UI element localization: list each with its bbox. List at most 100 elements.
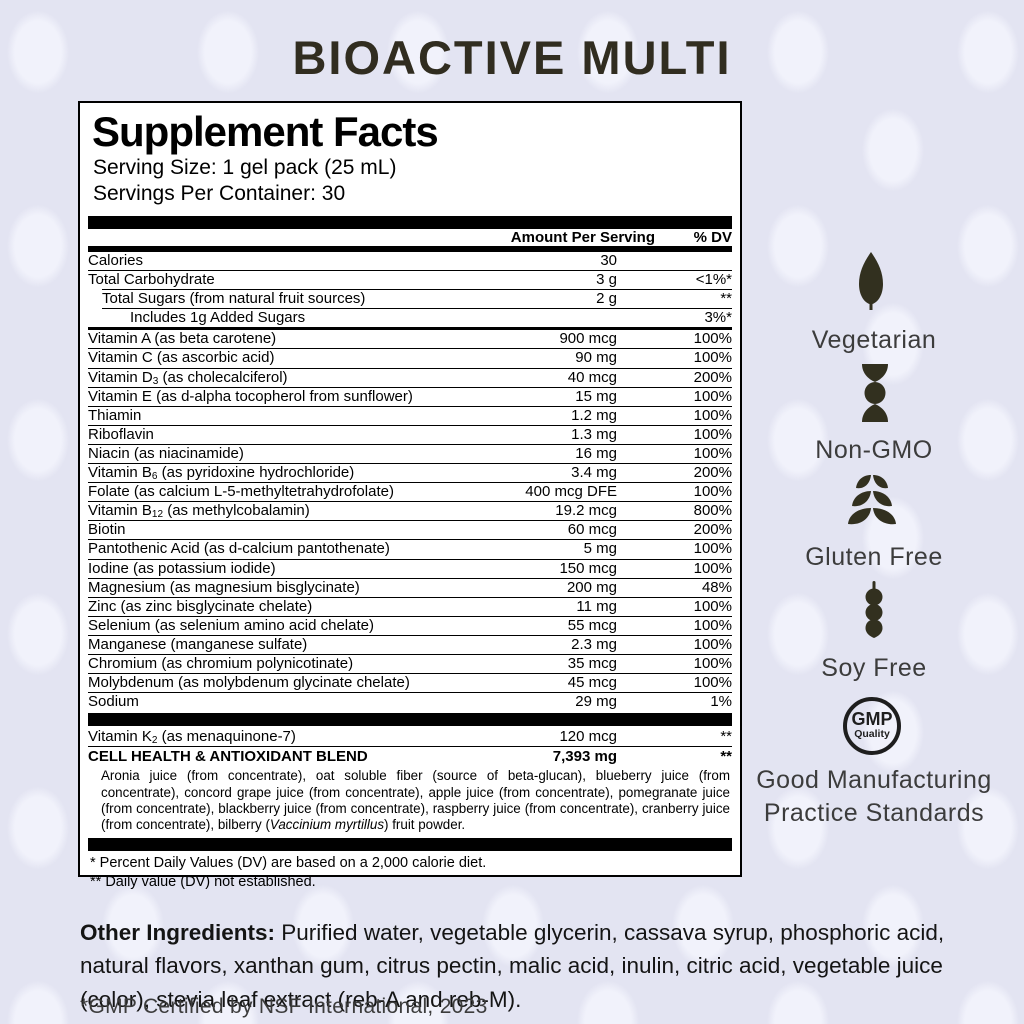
nutrient-dv: 200% (693, 464, 732, 482)
nutrient-row: CELL HEALTH & ANTIOXIDANT BLEND 7,393 mg *… (88, 746, 732, 767)
leaf-icon (859, 252, 883, 310)
footnote-daily-values: * Percent Daily Values (DV) are based on… (90, 854, 487, 871)
nutrient-amount: 1.2 mg (571, 406, 617, 424)
nutrient-dv: 100% (693, 483, 732, 501)
nutrient-row: Vitamin E (as d-alpha tocopherol from su… (88, 386, 732, 406)
nutrient-name: Vitamin K2 (as menaquinone-7) (88, 728, 296, 747)
section-divider-bar (88, 713, 732, 727)
nutrient-row: Iodine (as potassium iodide) 150 mcg 100% (88, 558, 732, 578)
nutrient-amount: 2.3 mg (571, 635, 617, 653)
divider-bar-footnotes (88, 837, 732, 851)
nutrient-amount: 45 mcg (567, 674, 617, 692)
nutrient-dv: 100% (693, 330, 732, 348)
blend-description: Aronia juice (from concentrate), oat sol… (101, 768, 730, 833)
nutrient-name: Zinc (as zinc bisglycinate chelate) (88, 597, 313, 615)
nutrient-dv: 1% (710, 693, 732, 711)
nutrient-amount: 55 mcg (567, 616, 617, 634)
nutrient-dv: 200% (693, 521, 732, 539)
nutrient-dv: 100% (693, 616, 732, 634)
nutrient-amount: 11 mg (576, 597, 617, 615)
nutrient-amount: 16 mg (575, 444, 617, 462)
nutrient-row: Manganese (manganese sulfate) 2.3 mg 100% (88, 634, 732, 654)
nutrient-name: Vitamin B12 (as methylcobalamin) (88, 502, 310, 521)
divider-bar-header (88, 246, 732, 252)
nutrient-name: Total Carbohydrate (88, 271, 215, 289)
nutrient-name: Manganese (manganese sulfate) (88, 635, 308, 653)
other-ingredients: Other Ingredients: Purified water, veget… (80, 916, 985, 1017)
badge-label-gluten-free: Gluten Free (805, 543, 943, 571)
nutrient-name: Biotin (88, 521, 126, 539)
nutrient-row: Selenium (as selenium amino acid chelate… (88, 615, 732, 635)
nutrient-amount: 200 mg (566, 578, 617, 596)
nutrient-dv: 48% (701, 578, 732, 596)
nutrient-row: Total Sugars (from natural fruit sources… (88, 289, 732, 308)
nutrient-name: Selenium (as selenium amino acid chelate… (88, 616, 374, 634)
nutrient-dv: 100% (693, 559, 732, 577)
nutrient-name: Sodium (88, 693, 139, 711)
nutrient-name: Molybdenum (as molybdenum glycinate chel… (88, 674, 410, 692)
footnotes: * Percent Daily Values (DV) are based on… (88, 851, 732, 892)
badge-label-vegetarian: Vegetarian (811, 326, 937, 354)
nutrient-row: Riboflavin 1.3 mg 100% (88, 424, 732, 444)
nutrient-row: Calories 30 (88, 252, 732, 270)
nutrient-name: Includes 1g Added Sugars (130, 309, 306, 327)
nutrient-name: Riboflavin (88, 425, 154, 443)
serving-size: Serving Size: 1 gel pack (25 mL) (93, 156, 397, 179)
nutrient-amount (522, 309, 617, 327)
nutrient-row: Chromium (as chromium polynicotinate) 35 … (88, 653, 732, 673)
dna-icon (862, 364, 888, 422)
nutrient-dv: 100% (693, 387, 732, 405)
supplement-facts-panel: Supplement Facts Serving Size: 1 gel pac… (78, 101, 742, 890)
nutrient-amount: 7,393 mg (552, 748, 617, 766)
nutrient-dv: 800% (693, 502, 732, 520)
nutrient-row: Vitamin K2 (as menaquinone-7) 120 mcg ** (88, 726, 732, 746)
nutrient-name: Vitamin D3 (as cholecalciferol) (88, 368, 288, 387)
nutrient-amount: 19.2 mcg (555, 502, 617, 520)
gmp-certification-note: *GMP Certified by NSF International, 202… (80, 995, 488, 1018)
nutrient-row: Vitamin D3 (as cholecalciferol) 40 mcg 200… (88, 367, 732, 387)
nutrient-row: Vitamin B12 (as methylcobalamin) 19.2 mcg… (88, 501, 732, 520)
nutrient-amount: 29 mg (575, 693, 617, 711)
nutrient-amount: 3.4 mg (571, 464, 617, 482)
nutrient-name: Niacin (as niacinamide) (88, 444, 244, 462)
nutrient-name: Vitamin A (as beta carotene) (88, 330, 277, 348)
supplement-facts-heading: Supplement Facts (92, 108, 439, 155)
nutrient-name: Vitamin B6 (as pyridoxine hydrochloride) (88, 464, 355, 483)
nutrient-amount: 120 mcg (559, 728, 617, 746)
nutrient-dv: ** (720, 290, 732, 308)
nutrient-dv: 100% (693, 597, 732, 615)
nutrient-name: Thiamin (88, 406, 142, 424)
nutrient-row: Total Carbohydrate 3 g <1%* (88, 270, 732, 289)
nutrient-row: Vitamin B6 (as pyridoxine hydrochloride)… (88, 463, 732, 482)
gmp-seal-subtext: Quality (854, 728, 890, 740)
nutrient-row: Magnesium (as magnesium bisglycinate) 200… (88, 577, 732, 597)
nutrient-dv: 100% (693, 674, 732, 692)
nutrient-amount: 35 mcg (567, 654, 617, 672)
nutrient-dv: 100% (693, 444, 732, 462)
nutrient-dv: 200% (693, 368, 732, 386)
nutrient-name: Magnesium (as magnesium bisglycinate) (88, 578, 360, 596)
nutrient-table: Calories 30 Total Carbohydrate 3 g <1%* Total… (88, 252, 732, 767)
nutrient-amount: 900 mcg (559, 330, 617, 348)
badge-label-gmp: Good Manufacturing Practice Standards (756, 766, 992, 827)
wheat-icon (848, 475, 896, 525)
nutrient-dv: 100% (693, 540, 732, 558)
nutrient-row: Sodium 29 mg 1% (88, 692, 732, 711)
table-header: Amount Per Serving % DV (88, 229, 732, 246)
nutrient-dv: ** (720, 748, 732, 766)
badge-label-non-gmo: Non-GMO (815, 436, 933, 464)
nutrient-amount: 15 mg (575, 387, 617, 405)
column-amount-per-serving: Amount Per Serving (510, 229, 655, 246)
nutrient-dv: 100% (693, 654, 732, 672)
nutrient-name: Total Sugars (from natural fruit sources… (102, 290, 366, 308)
nutrient-amount: 2 g (596, 290, 617, 308)
nutrient-dv: 100% (693, 406, 732, 424)
nutrient-dv (617, 252, 732, 270)
nutrient-amount: 5 mg (583, 540, 617, 558)
nutrient-name: Folate (as calcium L-5-methyltetrahydrof… (88, 483, 394, 501)
other-ingredients-heading: Other Ingredients: (80, 919, 276, 945)
nutrient-name: Calories (88, 252, 144, 269)
nutrient-row: Vitamin C (as ascorbic acid) 90 mg 100% (88, 348, 732, 367)
nutrient-row: Zinc (as zinc bisglycinate chelate) 11 mg… (88, 596, 732, 616)
